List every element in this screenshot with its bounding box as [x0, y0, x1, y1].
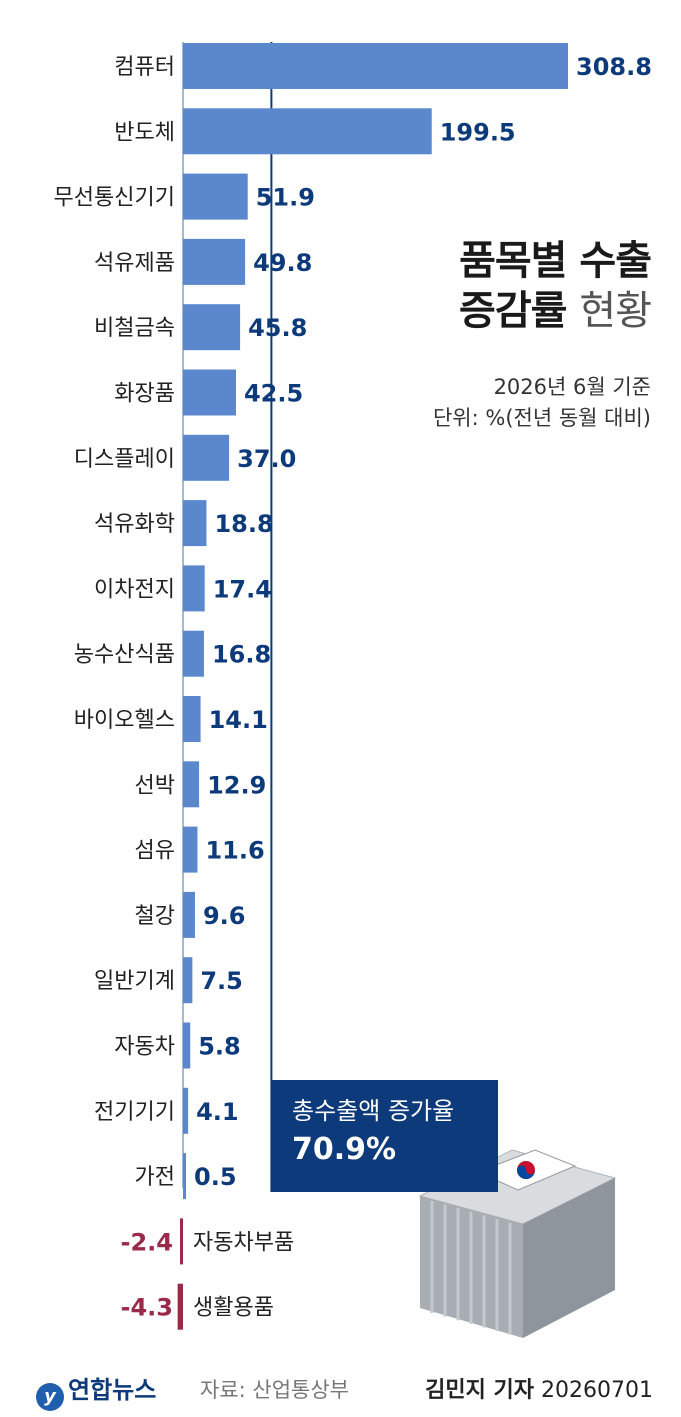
- value-label: 51.9: [256, 184, 315, 212]
- bar: [183, 43, 568, 89]
- category-label: 석유화학: [94, 512, 175, 537]
- bar: [183, 1087, 189, 1134]
- category-label: 농수산식품: [74, 643, 175, 668]
- category-label: 디스플레이: [74, 447, 175, 472]
- bar: [183, 1153, 186, 1200]
- bar: [183, 565, 205, 612]
- value-label: 37.0: [237, 445, 296, 473]
- bar: [183, 891, 195, 938]
- value-label: 49.8: [253, 249, 312, 277]
- value-label: 4.1: [196, 1098, 239, 1126]
- category-label: 이차전지: [94, 577, 175, 602]
- value-label: 12.9: [207, 771, 266, 799]
- bar: [183, 500, 207, 547]
- category-label: 생활용품: [193, 1296, 274, 1321]
- source-text: 자료: 산업통상부: [200, 1378, 349, 1402]
- bar: [183, 696, 201, 742]
- title-line-2-bold: 증감률: [459, 288, 567, 334]
- reference-date: 2026년 6월 기준: [493, 375, 651, 399]
- bar: [183, 434, 230, 481]
- category-label: 일반기계: [94, 969, 175, 994]
- bar: [183, 1022, 191, 1069]
- category-label: 자동차부품: [193, 1230, 294, 1255]
- bar-negative: [177, 1283, 183, 1330]
- category-label: 철강: [135, 904, 175, 929]
- title-line-2: 증감률 현황: [459, 286, 652, 336]
- shipping-container-illustration: [418, 1149, 617, 1338]
- category-label: 석유제품: [94, 251, 175, 276]
- callout-value: 70.9%: [292, 1132, 397, 1167]
- value-label: 7.5: [200, 967, 243, 995]
- category-label: 선박: [135, 773, 175, 798]
- title-line-2-light: 현황: [579, 288, 652, 334]
- bar-negative: [180, 1218, 183, 1265]
- value-label: 5.8: [198, 1033, 241, 1061]
- bar: [183, 108, 432, 155]
- bar: [183, 826, 198, 873]
- chart-title: 품목별 수출 증감률 현황: [459, 236, 652, 336]
- container-side: [523, 1178, 615, 1338]
- bar: [183, 630, 204, 677]
- category-label: 비철금속: [94, 316, 175, 341]
- bar: [183, 304, 241, 351]
- category-label: 전기기기: [94, 1100, 175, 1125]
- value-label: -4.3: [121, 1294, 173, 1322]
- callout-label: 총수출액 증가율: [292, 1097, 455, 1125]
- yonhap-logo: y 연합뉴스: [36, 1370, 156, 1411]
- value-label: 11.6: [205, 837, 264, 865]
- reporter-name: 김민지 기자: [425, 1378, 535, 1403]
- category-label: 바이오헬스: [74, 708, 175, 733]
- footer: y 연합뉴스 자료: 산업통상부 김민지 기자 20260701: [0, 1368, 681, 1411]
- bar: [183, 238, 246, 285]
- value-label: 45.8: [248, 314, 307, 342]
- category-label: 컴퓨터: [114, 55, 175, 80]
- logo-text: 연합뉴스: [68, 1376, 157, 1404]
- value-label: 199.5: [440, 118, 516, 146]
- category-label: 자동차: [114, 1035, 175, 1060]
- flag-taegeuk-blue-icon: [517, 1165, 535, 1179]
- yonhap-logo-icon: y: [36, 1383, 64, 1411]
- value-label: 17.4: [213, 575, 272, 603]
- value-label: -2.4: [121, 1228, 173, 1256]
- unit-note: 단위: %(전년 동월 대비): [432, 406, 651, 430]
- bar: [183, 173, 248, 220]
- value-label: 16.8: [212, 641, 271, 669]
- bar: [183, 761, 200, 808]
- title-line-1: 품목별 수출: [459, 238, 652, 284]
- value-label: 42.5: [244, 380, 303, 408]
- value-label: 18.8: [214, 510, 273, 538]
- total-export-callout: 총수출액 증가율 70.9%: [272, 1080, 498, 1192]
- chart-subtitle: 2026년 6월 기준 단위: %(전년 동월 대비): [433, 372, 651, 434]
- byline: 김민지 기자 20260701: [425, 1372, 653, 1404]
- category-label: 섬유: [135, 839, 175, 864]
- publish-date: 20260701: [541, 1378, 653, 1403]
- category-label: 가전: [135, 1165, 175, 1190]
- category-label: 무선통신기기: [54, 186, 175, 211]
- value-label: 0.5: [194, 1163, 237, 1191]
- bar: [183, 957, 193, 1004]
- category-label: 화장품: [114, 382, 175, 407]
- category-label: 반도체: [114, 120, 175, 145]
- bar: [183, 369, 236, 416]
- value-label: 9.6: [203, 902, 246, 930]
- value-label: 308.8: [576, 53, 652, 81]
- value-label: 14.1: [209, 706, 268, 734]
